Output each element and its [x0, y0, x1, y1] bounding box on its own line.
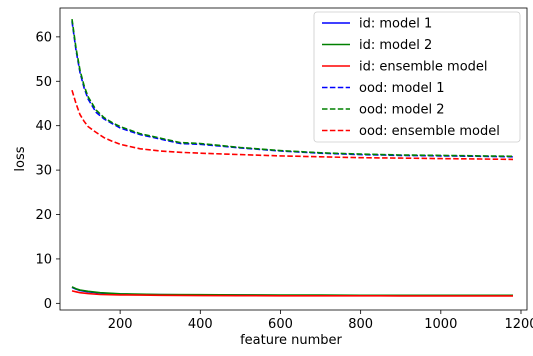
- series-line-6: [71, 89, 514, 161]
- y-axis: 0 10 20 30 40 50 60: [35, 30, 60, 312]
- y-tick-label: 20: [35, 208, 52, 223]
- y-tick-label: 0: [44, 297, 52, 312]
- y-axis-label: loss: [13, 146, 28, 171]
- legend-label-1: id: model 1: [359, 17, 432, 32]
- y-tick-label: 60: [35, 30, 52, 45]
- x-tick-label: 400: [188, 317, 213, 332]
- series-line-3: [71, 290, 513, 297]
- legend-label-4: ood: model 1: [359, 81, 445, 96]
- legend-label-5: ood: model 2: [359, 103, 445, 118]
- plot-frame: [59, 7, 528, 311]
- y-tick-label: 10: [35, 252, 52, 267]
- x-tick-label: 200: [108, 317, 133, 332]
- y-tick-label: 30: [35, 164, 52, 179]
- x-tick-label: 800: [348, 317, 373, 332]
- legend-label-3: id: ensemble model: [359, 60, 488, 75]
- x-axis-label: feature number: [240, 333, 342, 348]
- series-layer: [71, 18, 514, 297]
- legend-label-2: id: model 2: [359, 38, 432, 53]
- y-tick-label: 50: [35, 75, 52, 90]
- x-tick-label: 1000: [424, 317, 457, 332]
- series-line-5: [71, 18, 514, 158]
- x-tick-label: 600: [268, 317, 293, 332]
- y-tick-label: 40: [35, 119, 52, 134]
- legend-label-6: ood: ensemble model: [359, 124, 500, 139]
- legend: id: model 1 id: model 2 id: ensemble model…: [313, 11, 521, 143]
- legend-box: [313, 11, 521, 143]
